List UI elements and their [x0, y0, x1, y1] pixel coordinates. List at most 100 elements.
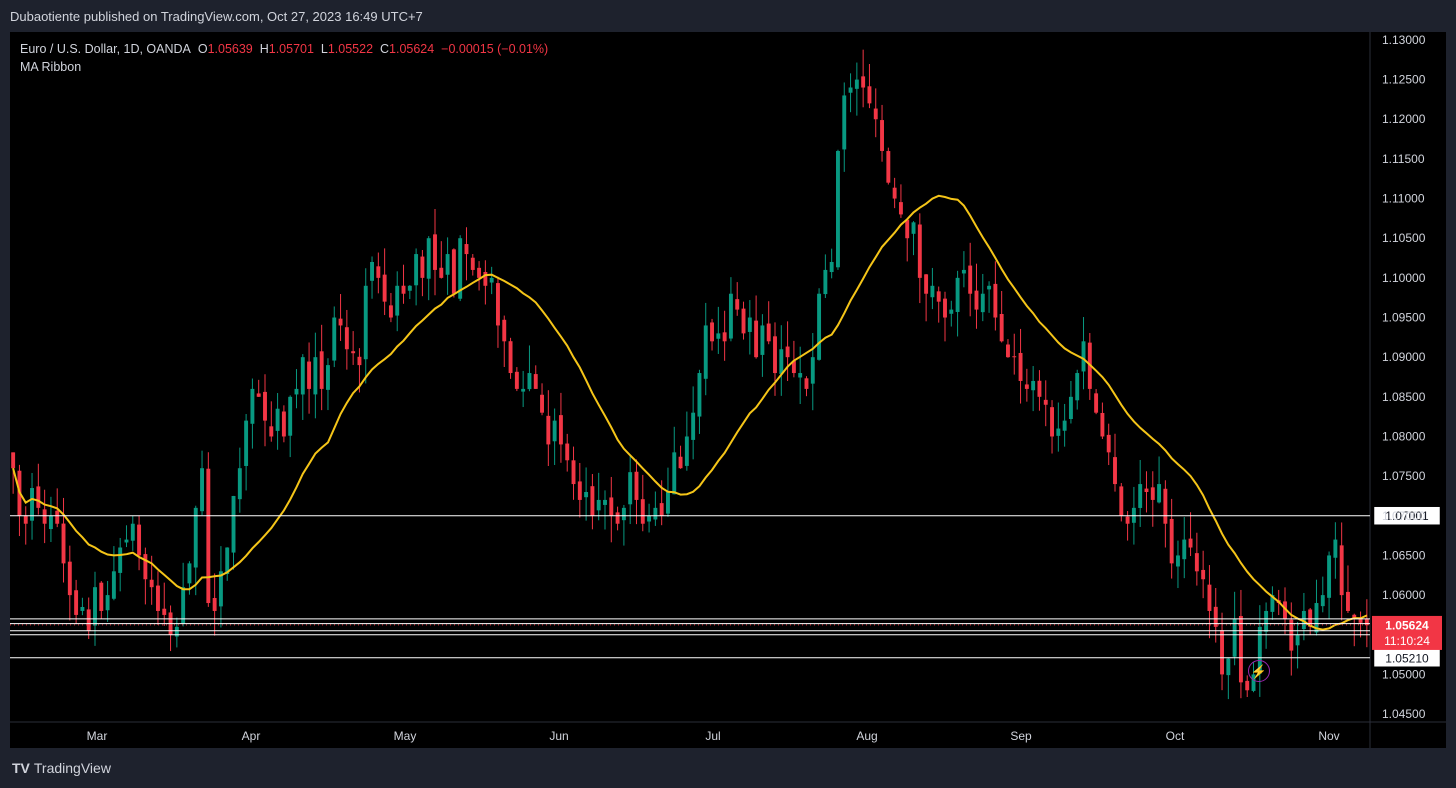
- candle-body: [124, 539, 129, 543]
- candle-body: [1037, 380, 1042, 397]
- candle-body: [382, 274, 387, 302]
- indicator-row: MA Ribbon: [20, 58, 548, 76]
- candle-body: [621, 507, 626, 521]
- chart-area[interactable]: 1.070011.055501.055001.052101.130001.125…: [10, 32, 1446, 748]
- candle-body: [596, 499, 601, 511]
- candle-body: [250, 388, 255, 424]
- candle-body: [1220, 630, 1224, 675]
- high-label: H: [259, 42, 269, 56]
- y-tick-label: 1.09500: [1382, 311, 1426, 325]
- candle-body: [388, 305, 393, 318]
- candle-body: [502, 319, 507, 342]
- candle-body: [1068, 396, 1073, 420]
- candle-body: [735, 299, 740, 310]
- candle-body: [143, 554, 148, 580]
- candle-body: [873, 108, 878, 120]
- candle-body: [943, 298, 947, 318]
- candle-body: [577, 481, 582, 500]
- candle-body: [1257, 626, 1262, 674]
- y-tick-label: 1.07000: [1382, 509, 1426, 523]
- candle-body: [558, 415, 563, 445]
- candle-body: [420, 256, 425, 278]
- candle-body: [237, 468, 242, 500]
- symbol-label[interactable]: Euro / U.S. Dollar, 1D, OANDA: [20, 42, 191, 56]
- x-tick-label: Aug: [856, 729, 877, 743]
- candle-body: [332, 317, 337, 361]
- tradingview-logo-icon: TV: [12, 760, 30, 776]
- candle-body: [401, 285, 406, 294]
- candle-body: [634, 471, 639, 500]
- y-tick-label: 1.07500: [1382, 469, 1426, 483]
- indicator-label[interactable]: MA Ribbon: [20, 60, 82, 74]
- candle-body: [1006, 344, 1010, 358]
- candle-body: [911, 222, 916, 234]
- candle-body: [949, 309, 954, 314]
- candle-body: [370, 262, 374, 281]
- candle-body: [187, 563, 192, 584]
- candle-body: [609, 497, 614, 516]
- candle-body: [458, 238, 463, 299]
- candle-body: [898, 202, 903, 215]
- candle-body: [590, 486, 595, 516]
- candle-body: [980, 293, 985, 313]
- candle-body: [1100, 412, 1105, 437]
- candle-body: [477, 267, 482, 278]
- candle-body: [1031, 380, 1036, 391]
- candle-body: [307, 361, 312, 389]
- candle-body: [1050, 407, 1054, 437]
- candle-body: [200, 468, 204, 512]
- candle-body: [1182, 539, 1187, 560]
- candle-body: [256, 393, 261, 397]
- candle-body: [326, 365, 330, 390]
- candle-body: [445, 254, 450, 275]
- candle-body: [1125, 516, 1130, 524]
- y-tick-label: 1.06000: [1382, 588, 1426, 602]
- y-tick-label: 1.13000: [1382, 33, 1426, 47]
- candle-body: [1106, 434, 1111, 453]
- tradingview-brand[interactable]: TV TradingView: [12, 760, 111, 776]
- candle-body: [496, 283, 500, 326]
- candle-body: [741, 308, 746, 334]
- candle-body: [1327, 555, 1332, 598]
- y-tick-label: 1.09000: [1382, 350, 1426, 364]
- candle-body: [672, 452, 677, 495]
- candle-body: [1213, 606, 1218, 627]
- candle-body: [854, 79, 859, 89]
- candle-body: [1333, 539, 1338, 558]
- candle-body: [521, 388, 526, 392]
- candle-body: [269, 426, 274, 437]
- candle-body: [1264, 610, 1269, 632]
- candle-body: [433, 234, 437, 270]
- candle-body: [773, 336, 777, 374]
- candle-body: [571, 460, 576, 485]
- candle-body: [80, 607, 85, 611]
- candle-body: [754, 320, 759, 358]
- footer: TV TradingView: [0, 748, 1456, 788]
- candle-body: [1012, 356, 1017, 358]
- x-tick-label: Apr: [242, 729, 261, 743]
- candle-body: [791, 360, 796, 374]
- candle-body: [206, 468, 211, 604]
- candle-body: [61, 523, 66, 564]
- candle-body: [823, 269, 828, 295]
- y-tick-label: 1.08000: [1382, 429, 1426, 443]
- price-chart[interactable]: 1.070011.055501.055001.052101.130001.125…: [10, 32, 1446, 748]
- close-label: C: [379, 42, 390, 56]
- candle-body: [930, 285, 935, 298]
- y-tick-label: 1.10500: [1382, 231, 1426, 245]
- y-tick-label: 1.06500: [1382, 548, 1426, 562]
- candle-body: [231, 495, 236, 553]
- candle-body: [1150, 487, 1155, 500]
- candle-body: [508, 341, 513, 374]
- candle-body: [1113, 457, 1117, 485]
- candle-body: [23, 515, 28, 524]
- close-value: 1.05624: [389, 42, 435, 56]
- lightning-icon[interactable]: ⚡: [1248, 660, 1270, 682]
- candle-body: [156, 585, 160, 611]
- candle-body: [917, 224, 922, 278]
- candle-body: [451, 249, 456, 294]
- candle-body: [968, 265, 973, 294]
- candle-body: [357, 356, 362, 366]
- ma-ribbon-line: [12, 194, 1368, 631]
- candle-body: [1283, 601, 1287, 619]
